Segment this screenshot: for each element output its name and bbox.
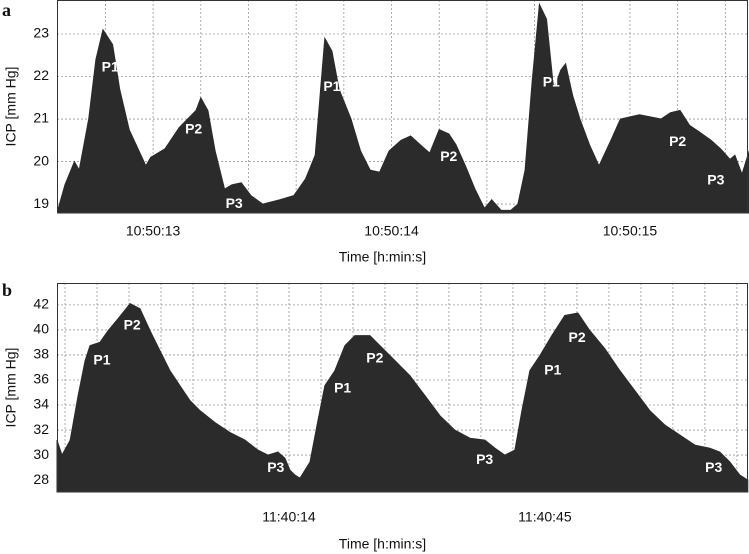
peak-label: P1: [102, 59, 119, 75]
y-axis-label: ICP [mm Hg]: [3, 348, 19, 428]
y-tick-label: 23: [33, 25, 49, 41]
peak-label: P3: [226, 195, 243, 211]
x-tick-label: 11:40:14: [262, 509, 316, 525]
peak-label: P3: [707, 171, 724, 187]
peak-label: P2: [569, 329, 586, 345]
x-tick-label: 11:40:45: [518, 509, 572, 525]
peak-label: P2: [669, 133, 686, 149]
peak-label: P2: [440, 148, 457, 164]
peak-label: P2: [366, 349, 383, 365]
area: [57, 2, 749, 214]
peak-label: P3: [705, 459, 722, 475]
x-axis-label: Time [h:min:s]: [339, 536, 426, 552]
y-tick-label: 38: [33, 346, 49, 362]
peak-label: P1: [93, 351, 110, 367]
peak-label: P3: [267, 459, 284, 475]
peak-label: P1: [334, 379, 351, 395]
x-tick-label: 10:50:15: [603, 223, 658, 239]
peak-label: P3: [493, 180, 510, 196]
peak-label: P2: [124, 316, 141, 332]
y-tick-label: 36: [33, 371, 49, 387]
peak-label: P1: [544, 361, 561, 377]
y-axis-label: ICP [mm Hg]: [3, 67, 19, 147]
area: [56, 302, 749, 493]
peak-label: P2: [185, 120, 202, 136]
plot-frame: [57, 0, 748, 213]
y-tick-label: 34: [33, 396, 49, 412]
peak-label: P1: [543, 74, 560, 90]
peak-label: P3: [476, 451, 493, 467]
y-tick-label: 40: [33, 321, 49, 337]
y-tick-label: 28: [33, 471, 49, 487]
x-tick-label: 10:50:14: [364, 223, 419, 239]
x-tick-label: 10:50:13: [126, 223, 181, 239]
y-tick-label: 32: [33, 421, 49, 437]
peak-label: P1: [323, 78, 340, 94]
y-tick-label: 19: [33, 195, 49, 211]
y-tick-label: 30: [33, 446, 49, 462]
y-tick-label: 22: [33, 67, 49, 83]
x-axis-label: Time [h:min:s]: [339, 249, 426, 265]
panel-label: b: [2, 280, 12, 300]
panel-label: a: [2, 0, 11, 20]
plot-frame: [57, 283, 748, 492]
y-tick-label: 21: [33, 110, 49, 126]
y-tick-label: 42: [33, 296, 49, 312]
y-tick-label: 20: [33, 152, 49, 168]
